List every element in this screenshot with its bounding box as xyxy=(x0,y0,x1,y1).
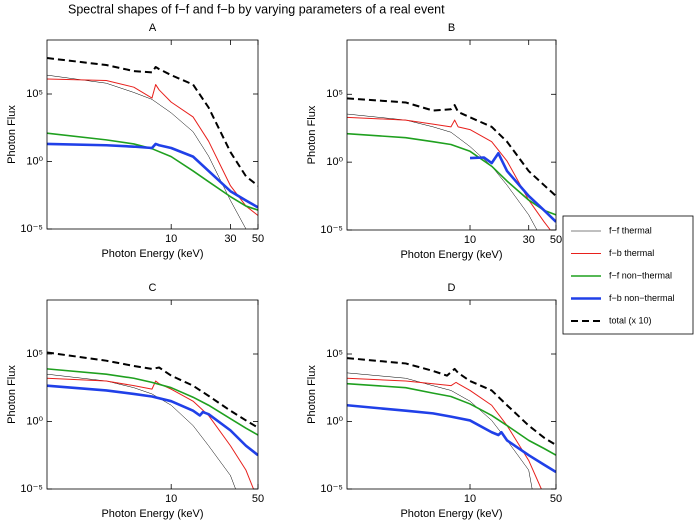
legend-box xyxy=(562,215,694,335)
series-line xyxy=(347,357,556,446)
y-axis-label: Photon Flux xyxy=(306,105,318,164)
series-line xyxy=(47,57,258,187)
y-tick-label: 10⁵ xyxy=(26,88,43,100)
panel: 10⁻⁵ 10⁰ 10⁵ 10 50 C Photon Energy (keV) Photon… xyxy=(6,282,264,520)
series-line xyxy=(347,377,542,489)
panel-title: C xyxy=(149,282,157,294)
legend-label: f−b thermal xyxy=(609,248,654,258)
panel: 10⁻⁵ 10⁰ 10⁵ 10 30 50 A Photon Energy (keV) Phot… xyxy=(6,22,264,260)
y-axis-label: Photon Flux xyxy=(6,105,18,164)
x-axis-label: Photon Energy (keV) xyxy=(400,249,502,261)
y-tick-label: 10⁵ xyxy=(326,88,343,100)
x-tick-label: 10 xyxy=(165,493,177,505)
y-axis-label: Photon Flux xyxy=(6,365,18,424)
legend-label: f−f non−thermal xyxy=(609,270,672,280)
axes-frame xyxy=(346,299,557,490)
series-line xyxy=(347,382,556,456)
legend: f−f thermal f−b thermal f−f non−thermal f−b… xyxy=(562,215,694,335)
x-tick-label: 50 xyxy=(252,493,264,505)
series-line xyxy=(347,372,533,489)
y-tick-label: 10⁻⁵ xyxy=(320,224,343,236)
x-tick-label: 10 xyxy=(464,234,476,246)
x-tick-label: 10 xyxy=(464,493,476,505)
series-line xyxy=(47,368,258,436)
series-line xyxy=(47,384,258,457)
y-tick-label: 10⁰ xyxy=(26,155,43,167)
x-tick-label: 50 xyxy=(252,233,264,245)
axes-frame xyxy=(346,39,557,231)
x-tick-label: 30 xyxy=(224,233,236,245)
series-group xyxy=(47,351,258,489)
series-line xyxy=(47,132,258,211)
x-axis-label: Photon Energy (keV) xyxy=(101,248,203,260)
series-line xyxy=(347,403,556,474)
panel-title: B xyxy=(448,22,455,34)
panel: 10⁻⁵ 10⁰ 10⁵ 10 50 D Photon Energy (keV) Photon… xyxy=(306,282,562,520)
y-tick-label: 10⁵ xyxy=(26,348,43,360)
y-tick-label: 10⁻⁵ xyxy=(20,483,43,495)
axes-frame xyxy=(46,299,259,490)
plot-area xyxy=(47,40,258,229)
x-tick-label: 10 xyxy=(165,233,177,245)
legend-label: f−b non−thermal xyxy=(609,293,675,303)
series-group xyxy=(347,97,556,230)
panel-title: D xyxy=(448,282,456,294)
y-tick-label: 10⁻⁵ xyxy=(320,483,343,495)
y-tick-label: 10⁵ xyxy=(326,348,343,360)
x-axis-label: Photon Energy (keV) xyxy=(101,508,203,520)
series-group xyxy=(347,357,556,489)
series-line xyxy=(47,142,258,209)
series-line xyxy=(347,113,538,230)
x-tick-label: 30 xyxy=(523,234,535,246)
figure-title: Spectral shapes of f−f and f−b by varyin… xyxy=(68,2,445,16)
x-axis-label: Photon Energy (keV) xyxy=(400,508,502,520)
x-tick-label: 50 xyxy=(550,493,562,505)
plot-area xyxy=(347,40,556,230)
plot-area xyxy=(347,300,556,489)
series-line xyxy=(347,97,556,197)
series-line xyxy=(47,78,258,216)
series-line xyxy=(47,373,236,489)
panel-title: A xyxy=(149,22,157,34)
series-line xyxy=(47,351,258,429)
panel: 10⁻⁵ 10⁰ 10⁵ 10 30 50 B Photon Energy (keV) Phot… xyxy=(306,22,562,261)
legend-label: f−f thermal xyxy=(609,225,652,235)
legend-label: total (x 10) xyxy=(609,315,652,325)
y-tick-label: 10⁰ xyxy=(26,415,43,427)
y-axis-label: Photon Flux xyxy=(306,365,318,424)
y-tick-label: 10⁰ xyxy=(326,156,343,168)
x-tick-label: 50 xyxy=(550,234,562,246)
y-tick-label: 10⁻⁵ xyxy=(20,223,43,235)
axes-frame xyxy=(46,39,259,230)
series-group xyxy=(47,57,258,229)
series-line xyxy=(469,151,556,223)
series-line xyxy=(347,116,551,230)
y-tick-label: 10⁰ xyxy=(326,415,343,427)
